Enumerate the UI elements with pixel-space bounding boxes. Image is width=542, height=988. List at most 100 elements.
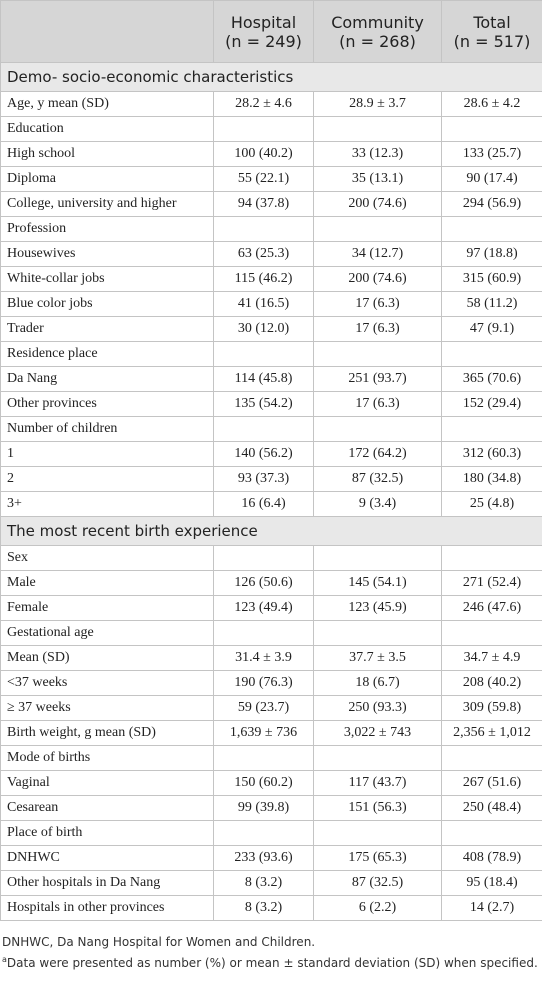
table-row: Mean (SD) 31.4 ± 3.9 37.7 ± 3.5 34.7 ± 4.9: [0, 645, 542, 671]
cell: [313, 745, 442, 771]
row-label: Profession: [0, 216, 214, 242]
cell: 117 (43.7): [313, 770, 442, 796]
cell: [441, 620, 542, 646]
cell: [213, 820, 314, 846]
cell: 251 (93.7): [313, 366, 442, 392]
table-row: Number of children: [0, 416, 542, 442]
cell: 2,356 ± 1,012: [441, 720, 542, 746]
table-row: ≥ 37 weeks 59 (23.7) 250 (93.3) 309 (59.8): [0, 695, 542, 721]
row-label: <37 weeks: [0, 670, 214, 696]
cell: 95 (18.4): [441, 870, 542, 896]
cell: 33 (12.3): [313, 141, 442, 167]
cell: [213, 545, 314, 571]
cell: 99 (39.8): [213, 795, 314, 821]
cell: 41 (16.5): [213, 291, 314, 317]
cell: 9 (3.4): [313, 491, 442, 517]
footnote: aData were presented as number (%) or me…: [2, 951, 540, 972]
cell: 315 (60.9): [441, 266, 542, 292]
cell: 152 (29.4): [441, 391, 542, 417]
table-row: Gestational age: [0, 620, 542, 646]
data-table: Hospital (n = 249) Community (n = 268) Total…: [0, 0, 542, 921]
cell: 246 (47.6): [441, 595, 542, 621]
cell: [441, 216, 542, 242]
cell: 31.4 ± 3.9: [213, 645, 314, 671]
cell: 294 (56.9): [441, 191, 542, 217]
row-label: Housewives: [0, 241, 214, 267]
cell: 365 (70.6): [441, 366, 542, 392]
cell: 6 (2.2): [313, 895, 442, 921]
table-row: College, university and higher 94 (37.8) 2…: [0, 191, 542, 217]
section-title: The most recent birth experience: [0, 516, 542, 546]
table-row: Sex: [0, 545, 542, 571]
cell: 271 (52.4): [441, 570, 542, 596]
cell: 8 (3.2): [213, 895, 314, 921]
row-label: Vaginal: [0, 770, 214, 796]
section-row: The most recent birth experience: [0, 516, 542, 546]
cell: [441, 416, 542, 442]
cell: 200 (74.6): [313, 191, 442, 217]
cell: [213, 745, 314, 771]
row-label: Number of children: [0, 416, 214, 442]
cell: 309 (59.8): [441, 695, 542, 721]
cell: 97 (18.8): [441, 241, 542, 267]
header-row: Hospital (n = 249) Community (n = 268) Total…: [0, 0, 542, 63]
table-row: Other hospitals in Da Nang 8 (3.2) 87 (32.…: [0, 870, 542, 896]
cell: [313, 620, 442, 646]
cell: 17 (6.3): [313, 316, 442, 342]
cell: 200 (74.6): [313, 266, 442, 292]
cell: 145 (54.1): [313, 570, 442, 596]
cell: 172 (64.2): [313, 441, 442, 467]
row-label: Education: [0, 116, 214, 142]
cell: 312 (60.3): [441, 441, 542, 467]
table-row: Vaginal 150 (60.2) 117 (43.7) 267 (51.6): [0, 770, 542, 796]
table-row: White-collar jobs 115 (46.2) 200 (74.6) 315…: [0, 266, 542, 292]
cell: 28.2 ± 4.6: [213, 91, 314, 117]
cell: 16 (6.4): [213, 491, 314, 517]
cell: 180 (34.8): [441, 466, 542, 492]
footnote-text: Data were presented as number (%) or mea…: [6, 956, 538, 970]
cell: 17 (6.3): [313, 291, 442, 317]
cell: 140 (56.2): [213, 441, 314, 467]
table-row: High school 100 (40.2) 33 (12.3) 133 (25.7): [0, 141, 542, 167]
row-label: Female: [0, 595, 214, 621]
cell: 35 (13.1): [313, 166, 442, 192]
row-label: Birth weight, g mean (SD): [0, 720, 214, 746]
cell: 100 (40.2): [213, 141, 314, 167]
header-cell: Total (n = 517): [441, 0, 542, 63]
cell: 135 (54.2): [213, 391, 314, 417]
cell: [441, 745, 542, 771]
cell: 87 (32.5): [313, 870, 442, 896]
cell: 47 (9.1): [441, 316, 542, 342]
cell: 123 (45.9): [313, 595, 442, 621]
header-cell: Hospital (n = 249): [213, 0, 314, 63]
cell: 63 (25.3): [213, 241, 314, 267]
row-label: Gestational age: [0, 620, 214, 646]
cell: 93 (37.3): [213, 466, 314, 492]
header-cell: Community (n = 268): [313, 0, 442, 63]
cell: [441, 116, 542, 142]
row-label: Other hospitals in Da Nang: [0, 870, 214, 896]
cell: 28.6 ± 4.2: [441, 91, 542, 117]
cell: 90 (17.4): [441, 166, 542, 192]
cell: 59 (23.7): [213, 695, 314, 721]
cell: 58 (11.2): [441, 291, 542, 317]
row-label: White-collar jobs: [0, 266, 214, 292]
table-row: Housewives 63 (25.3) 34 (12.7) 97 (18.8): [0, 241, 542, 267]
cell: 233 (93.6): [213, 845, 314, 871]
cell: 37.7 ± 3.5: [313, 645, 442, 671]
row-label: Place of birth: [0, 820, 214, 846]
row-label: 2: [0, 466, 214, 492]
cell: 8 (3.2): [213, 870, 314, 896]
cell: 175 (65.3): [313, 845, 442, 871]
row-label: Sex: [0, 545, 214, 571]
column-n: (n = 268): [339, 31, 416, 51]
footnotes: DNHWC, Da Nang Hospital for Women and Ch…: [0, 921, 542, 972]
table-row: Da Nang 114 (45.8) 251 (93.7) 365 (70.6): [0, 366, 542, 392]
table-row: Other provinces 135 (54.2) 17 (6.3) 152 (29…: [0, 391, 542, 417]
cell: 114 (45.8): [213, 366, 314, 392]
cell: 250 (48.4): [441, 795, 542, 821]
table-row: Education: [0, 116, 542, 142]
row-label: Mode of births: [0, 745, 214, 771]
header-cell: [0, 0, 214, 63]
cell: [213, 341, 314, 367]
